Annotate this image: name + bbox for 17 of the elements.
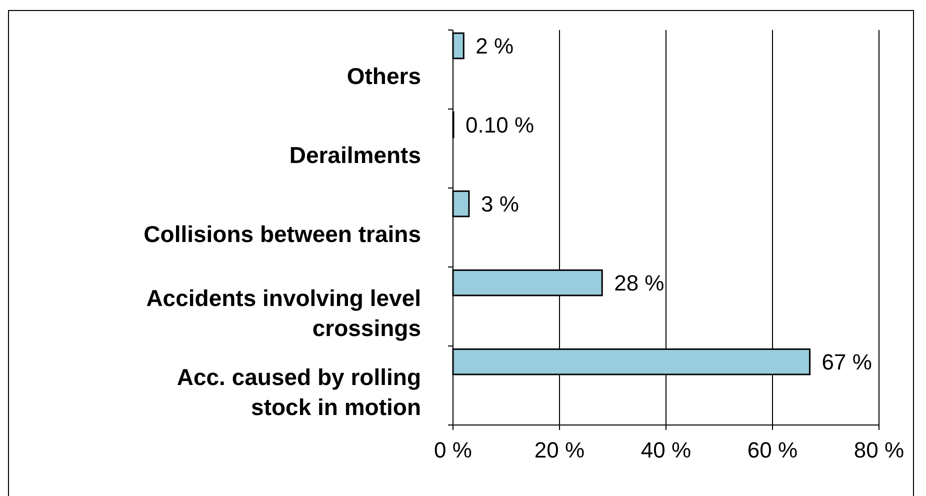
x-tick-label: 40 % (640, 438, 692, 463)
y-tick-label: Derailments (289, 142, 421, 168)
x-tick-label: 0 % (434, 438, 472, 463)
x-tick-label: 80 % (854, 438, 904, 463)
data-label: 2 % (476, 34, 514, 58)
y-tick-label: Others (346, 62, 421, 89)
data-label: 28 % (614, 270, 664, 296)
y-tick-label: Accidents involving level crossings (146, 284, 421, 341)
y-tick-label: Acc. caused by rolling stock in motion (176, 364, 421, 420)
bar (452, 32, 464, 60)
bar (452, 190, 470, 218)
data-label: 3 % (480, 192, 519, 216)
y-tick-label: Collisions between trains (144, 220, 421, 247)
x-tick-label: 20 % (534, 438, 585, 463)
x-tick-label: 60 % (747, 438, 798, 463)
data-label: 67 % (822, 350, 872, 374)
data-label: 0.10 % (466, 112, 534, 138)
